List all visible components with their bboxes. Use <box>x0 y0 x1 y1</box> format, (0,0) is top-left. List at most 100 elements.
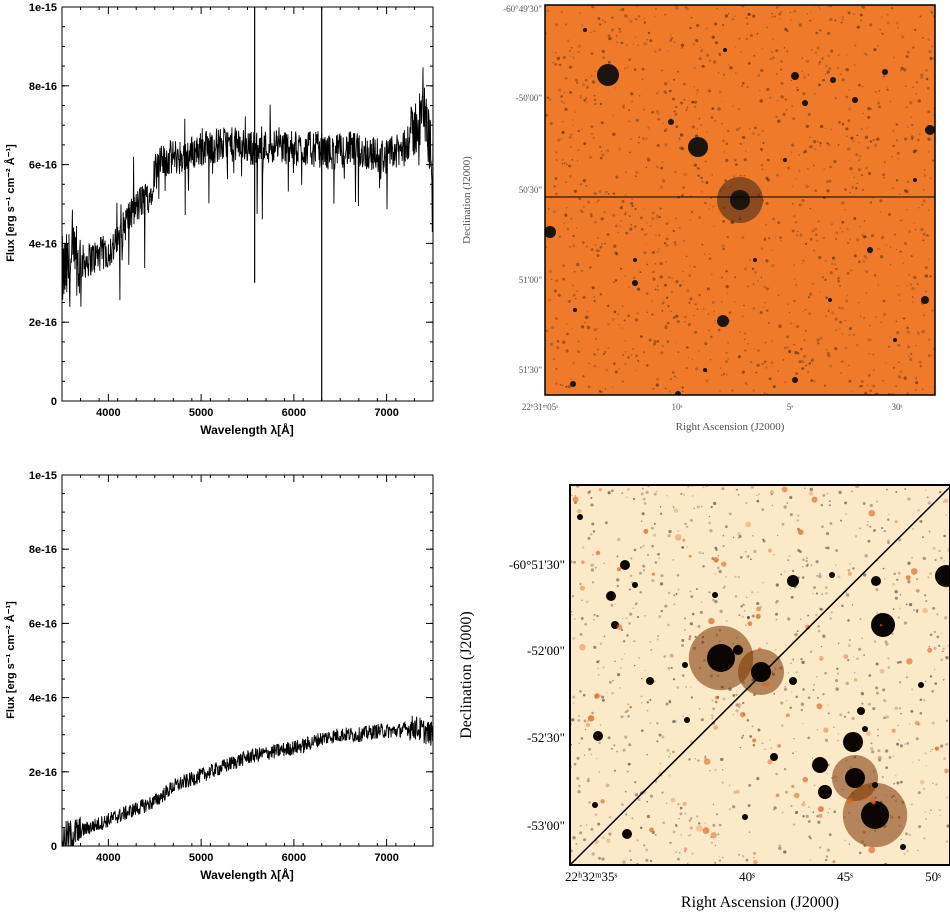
sky-image-bottom-x-axis-label: Right Ascension (J2000) <box>681 894 839 911</box>
sky-image-bottom-star-3 <box>861 801 889 829</box>
spectrum-bottom-xtick-1: 5000 <box>189 852 213 864</box>
sky-image-bottom-y-axis-label: Declination (J2000) <box>458 611 475 739</box>
sky-image-top-star-14 <box>570 381 576 387</box>
spectrum-top-xtick-0: 4000 <box>96 407 120 419</box>
sky-image-bottom-xtick-0: 22ʰ32ᵐ35ˢ <box>565 869 618 884</box>
sky-image-bottom-star-29 <box>592 802 598 808</box>
sky-image-top-panel: 22ʰ31ᵐ05ˢ 10ˢ 5ˢ 30ˢ -60°49'30" -50'00" … <box>461 4 936 433</box>
spectrum-top-plot-area: 4000 5000 6000 7000 0 2e-16 4e-16 6e-16 8e-16 1e-… <box>29 2 434 419</box>
spectrum-top-ytick-5: 1e-15 <box>29 2 57 14</box>
spectrum-top-ytick-0: 0 <box>51 396 57 408</box>
sky-image-bottom-star-31 <box>872 782 878 788</box>
sky-image-top-star-9 <box>882 69 888 75</box>
sky-image-top-xtick-0: 22ʰ31ᵐ05ˢ <box>522 402 558 412</box>
sky-image-bottom-ytick-3: -53'00" <box>527 818 565 833</box>
sky-image-top-star-13 <box>632 280 638 286</box>
sky-image-top-ticks: 22ʰ31ᵐ05ˢ 10ˢ 5ˢ 30ˢ -60°49'30" -50'00" … <box>503 4 902 412</box>
sky-image-bottom-star-16 <box>646 677 654 685</box>
sky-image-top-star-3 <box>717 315 729 327</box>
sky-image-top-star-8 <box>830 77 836 83</box>
sky-image-top-ytick-1: -50'00" <box>516 93 543 103</box>
sky-image-top-star-2 <box>730 190 750 210</box>
spectrum-top-flux-line <box>61 67 434 307</box>
sky-image-top-star-0 <box>597 64 619 86</box>
sky-image-bottom-xtick-3: 50ˢ <box>925 869 941 884</box>
sky-image-top-star-23 <box>633 258 637 262</box>
sky-image-bottom-slit-line <box>569 486 950 866</box>
sky-image-bottom-star-6 <box>812 757 828 773</box>
sky-image-bottom-star-7 <box>818 785 832 799</box>
sky-image-top-star-19 <box>913 178 917 182</box>
sky-image-top-ytick-3: 51'00" <box>519 275 543 285</box>
sky-image-top-star-11 <box>852 97 858 103</box>
sky-image-bottom-xtick-2: 45ˢ <box>837 869 853 884</box>
spectrum-bottom-panel: 4000 5000 6000 7000 0 2e-16 4e-16 6e-16 8e-16 1e-… <box>4 470 434 882</box>
spectrum-top-ytick-3: 6e-16 <box>29 160 57 172</box>
sky-image-bottom-ytick-1: -52'00" <box>527 643 565 658</box>
sky-image-bottom-star-10 <box>871 576 881 586</box>
sky-image-bottom-star-22 <box>682 662 688 668</box>
spectrum-top-xtick-2: 6000 <box>282 407 306 419</box>
spectrum-bottom-plot-area: 4000 5000 6000 7000 0 2e-16 4e-16 6e-16 8e-16 1e-… <box>29 470 434 864</box>
sky-image-bottom-star-5 <box>845 768 865 788</box>
sky-image-bottom-star-32 <box>712 592 718 598</box>
sky-image-bottom-star-28 <box>862 726 868 732</box>
sky-image-top-star-6 <box>921 296 929 304</box>
spectrum-bottom-x-axis-label: Wavelength λ[Å] <box>200 867 294 882</box>
sky-image-bottom-star-14 <box>622 829 632 839</box>
sky-image-bottom-ytick-2: -52'30" <box>527 730 565 745</box>
sky-image-top-xtick-1: 10ˢ <box>672 402 683 412</box>
spectrum-top-ytick-4: 8e-16 <box>29 81 57 93</box>
sky-image-bottom-star-8 <box>935 565 950 587</box>
sky-image-bottom-star-13 <box>593 731 603 741</box>
sky-image-bottom-panel: 22ʰ32ᵐ35ˢ 40ˢ 45ˢ 50ˢ -60°51'30" -52'00"… <box>458 484 950 911</box>
sky-image-top-xtick-3: 30ˢ <box>892 402 903 412</box>
sky-image-top-star-16 <box>867 247 873 253</box>
sky-image-top-star-4 <box>545 226 556 238</box>
spectrum-top-ytick-1: 2e-16 <box>29 317 57 329</box>
sky-image-bottom-ytick-0: -60°51'30" <box>509 557 565 572</box>
sky-image-bottom-star-21 <box>829 572 835 578</box>
spectrum-top-frame <box>61 6 434 402</box>
spectrum-top-x-axis-label: Wavelength λ[Å] <box>200 422 294 437</box>
sky-image-top-star-24 <box>753 258 757 262</box>
spectrum-bottom-ytick-4: 8e-16 <box>29 544 57 556</box>
sky-image-top-star-10 <box>802 100 808 106</box>
sky-image-bottom-star-12 <box>606 591 616 601</box>
sky-image-top-star-15 <box>792 377 798 383</box>
sky-image-top-ytick-4: 51'30" <box>519 365 543 375</box>
sky-image-bottom-star-1 <box>751 662 771 682</box>
spectrum-top-xtick-3: 7000 <box>374 407 398 419</box>
sky-image-top-star-25 <box>893 338 897 342</box>
sky-image-bottom-star-25 <box>918 682 924 688</box>
sky-image-top-star-1 <box>688 137 708 157</box>
sky-image-top-star-21 <box>723 48 727 52</box>
spectrum-bottom-y-axis-label: Flux [erg s⁻¹ cm⁻² Å⁻¹] <box>4 601 17 719</box>
sky-image-bottom-star-11 <box>620 560 630 570</box>
sky-image-top-star-27 <box>703 368 707 372</box>
sky-image-top-star-18 <box>828 298 832 302</box>
sky-image-top-star-26 <box>573 308 577 312</box>
spectrum-bottom-xtick-0: 4000 <box>96 852 120 864</box>
spectrum-top-ytick-2: 4e-16 <box>29 238 57 250</box>
spectrum-bottom-ytick-5: 1e-15 <box>29 470 57 482</box>
spectrum-bottom-ytick-2: 4e-16 <box>29 693 57 705</box>
sky-image-bottom-star-15 <box>733 645 743 655</box>
sky-image-bottom-star-26 <box>900 844 906 850</box>
sky-image-bottom-star-4 <box>843 732 863 752</box>
spectrum-bottom-ytick-0: 0 <box>51 841 57 853</box>
spectrum-top-panel: 4000 5000 6000 7000 0 2e-16 4e-16 6e-16 8e-16 1e-… <box>4 2 434 437</box>
sky-image-top-y-axis-label: Declination (J2000) <box>461 156 473 244</box>
sky-image-top-xtick-2: 5ˢ <box>787 402 794 412</box>
sky-image-top-star-17 <box>675 391 681 395</box>
sky-image-top-star-20 <box>583 28 587 32</box>
sky-image-top-ytick-2: 50'30" <box>519 185 543 195</box>
sky-image-bottom-star-2 <box>871 613 895 637</box>
spectrum-bottom-flux-line <box>61 715 434 848</box>
sky-image-bottom-sources <box>570 485 950 865</box>
sky-image-bottom-star-9 <box>787 575 799 587</box>
sky-image-bottom-star-30 <box>684 717 690 723</box>
spectrum-bottom-xtick-3: 7000 <box>374 852 398 864</box>
sky-image-top-x-axis-label: Right Ascension (J2000) <box>676 421 785 433</box>
spectrum-bottom-ytick-3: 6e-16 <box>29 618 57 630</box>
